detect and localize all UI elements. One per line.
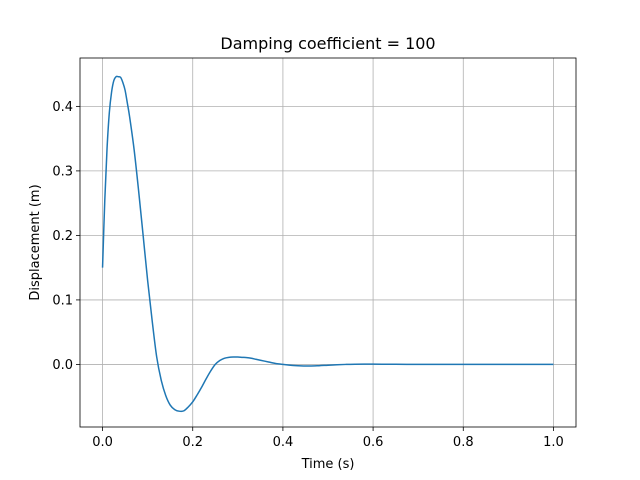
- chart-title: Damping coefficient = 100: [220, 34, 435, 53]
- displacement-line: [101, 75, 554, 413]
- x-tick-label: 0.2: [182, 435, 203, 450]
- x-tick-label: 1.0: [543, 435, 564, 450]
- y-axis-label: Displacement (m): [28, 184, 43, 300]
- series-layer: [101, 75, 554, 413]
- x-tick-label: 0.4: [273, 435, 294, 450]
- y-tick-label: 0.1: [52, 293, 73, 308]
- x-tick-label: 0.8: [453, 435, 474, 450]
- y-tick-label: 0.3: [52, 164, 73, 179]
- y-tick-label: 0.2: [52, 229, 73, 244]
- y-tick-label: 0.4: [52, 100, 73, 115]
- x-tick-label: 0.6: [363, 435, 384, 450]
- grid-layer: [80, 58, 576, 427]
- x-tick-label: 0.0: [92, 435, 113, 450]
- x-axis-label: Time (s): [301, 457, 355, 472]
- tick-layer: 0.0 0.2 0.4 0.6 0.8 1.0 0.0 0.1 0.2 0.3 0.4: [52, 100, 563, 450]
- y-tick-label: 0.0: [52, 358, 73, 373]
- plot-frame: [79, 57, 577, 428]
